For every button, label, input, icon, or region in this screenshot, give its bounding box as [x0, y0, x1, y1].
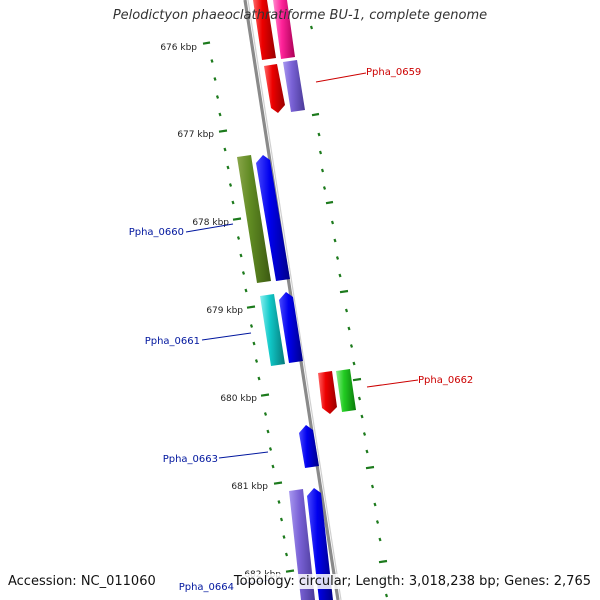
minor-tick	[241, 271, 246, 275]
major-tick	[285, 569, 295, 573]
major-tick	[273, 481, 283, 485]
gene-label: Ppha_0663	[163, 454, 218, 465]
major-tick	[218, 129, 228, 133]
minor-tick	[228, 183, 233, 187]
gene-label: Ppha_0661	[145, 336, 200, 347]
minor-tick	[344, 308, 349, 313]
gene-arrow-pink	[273, 0, 295, 59]
scale-label: 677 kbp	[177, 130, 214, 140]
major-tick	[365, 465, 375, 470]
minor-tick	[338, 273, 342, 278]
minor-tick	[333, 238, 337, 243]
minor-tick	[213, 77, 217, 81]
minor-tick	[318, 150, 323, 155]
minor-tick	[322, 186, 327, 190]
gene-arrow-red-2	[318, 371, 337, 414]
gene-arrow-cyan	[260, 294, 285, 366]
major-tick	[232, 217, 242, 221]
scale-label: 676 kbp	[160, 43, 197, 53]
minor-tick	[384, 593, 389, 598]
gene-arrow-red-top	[253, 0, 276, 60]
scale-label: 678 kbp	[192, 218, 229, 228]
major-tick	[339, 289, 349, 294]
major-tick	[311, 112, 320, 117]
leader-0661	[201, 332, 252, 341]
gene-label: Ppha_0664	[179, 582, 234, 593]
gene-arrow-blue-4	[307, 488, 333, 600]
scale-label: 679 kbp	[206, 306, 243, 316]
major-tick	[260, 393, 270, 397]
minor-tick	[357, 396, 362, 401]
minor-tick	[263, 412, 268, 416]
minor-tick	[282, 535, 286, 539]
gene-labels: Ppha_0659 Ppha_0660 Ppha_0661 Ppha_0662 …	[129, 67, 474, 593]
major-tick	[352, 377, 362, 382]
genome-summary: Topology: circular; Length: 3,018,238 bp…	[233, 574, 591, 589]
map-title: Pelodictyon phaeoclathratiforme BU-1, co…	[112, 8, 488, 23]
leader-0663	[218, 451, 269, 459]
major-tick	[202, 41, 211, 45]
minor-tick	[335, 256, 340, 260]
minor-tick	[349, 344, 354, 348]
accession-text: Accession: NC_011060	[8, 574, 156, 589]
major-tick	[378, 559, 388, 564]
minor-tick	[360, 414, 364, 419]
minor-tick	[370, 484, 375, 489]
gene-arrow-red	[264, 64, 285, 113]
minor-tick	[244, 288, 248, 293]
minor-tick	[365, 449, 369, 454]
gene-arrow-olive	[237, 155, 271, 283]
minor-tick	[249, 324, 254, 328]
gene-arrow-blue-1	[256, 155, 290, 281]
gene-arrow-purple	[283, 60, 305, 112]
minor-tick	[378, 537, 382, 542]
minor-tick	[352, 361, 356, 366]
gene-label: Ppha_0660	[129, 227, 184, 238]
minor-tick	[239, 253, 243, 258]
leader-0660	[185, 223, 234, 233]
minor-tick	[215, 95, 220, 99]
minor-tick	[210, 59, 214, 63]
minor-tick	[271, 464, 275, 469]
major-tick	[325, 200, 334, 205]
minor-tick	[279, 517, 284, 522]
minor-tick	[254, 359, 259, 363]
minor-tick	[236, 236, 241, 240]
leader-0659	[315, 72, 367, 83]
minor-tick	[373, 502, 377, 507]
minor-tick	[257, 376, 261, 381]
minor-tick	[226, 165, 230, 170]
scale-label: 681 kbp	[231, 482, 268, 492]
minor-tick	[284, 552, 289, 557]
minor-tick	[347, 326, 351, 331]
genome-backbone-edge	[247, 0, 342, 600]
gene-label: Ppha_0662	[418, 375, 473, 386]
minor-tick	[218, 112, 222, 117]
gene-arrows	[237, 0, 356, 600]
scale-ticks	[202, 41, 295, 573]
gene-arrow-green	[336, 369, 356, 412]
gene-arrow-blue-2	[279, 292, 303, 363]
minor-tick	[223, 147, 227, 152]
minor-tick	[277, 500, 281, 504]
gene-arrow-blue-3	[299, 425, 319, 468]
minor-tick	[320, 168, 325, 173]
scale-label: 680 kbp	[220, 394, 257, 404]
minor-tick	[266, 429, 270, 434]
leader-0662	[366, 379, 419, 388]
minor-tick	[317, 132, 321, 137]
gene-label: Ppha_0659	[366, 67, 421, 78]
minor-tick	[362, 432, 367, 436]
minor-tick	[231, 200, 235, 205]
minor-tick	[268, 447, 273, 451]
gene-arrow-purple-2	[289, 489, 315, 600]
major-tick	[246, 305, 256, 309]
minor-tick	[375, 520, 380, 524]
minor-tick	[252, 341, 256, 346]
major-tick	[309, 25, 314, 30]
minor-tick	[330, 220, 335, 225]
